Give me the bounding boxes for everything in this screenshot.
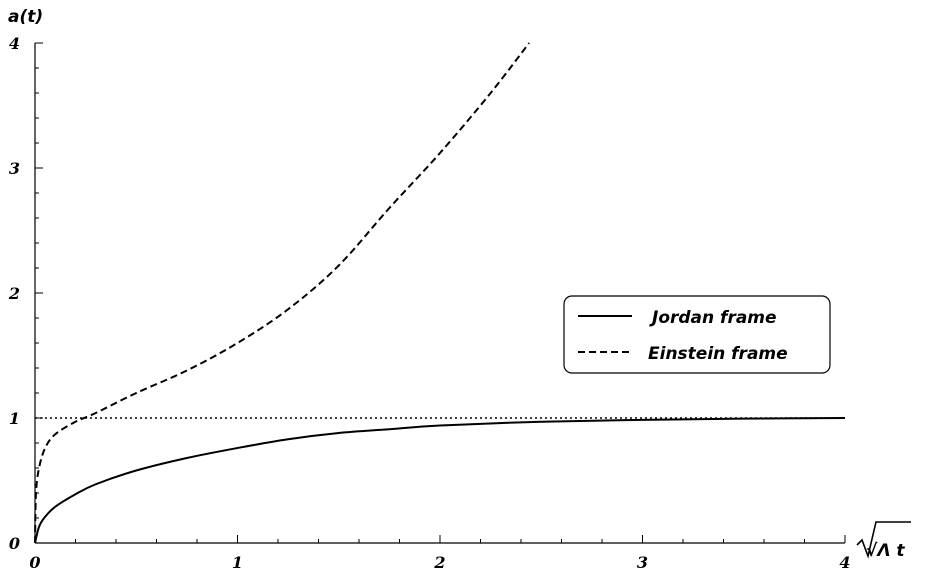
x-tick-label: 0	[29, 553, 40, 572]
y-tick-label: 4	[9, 34, 20, 53]
x-axis-title: √Λ t	[856, 521, 911, 561]
x-tick-label: 1	[232, 553, 243, 572]
legend: Jordan frame Einstein frame	[563, 295, 831, 374]
y-tick-label: 0	[9, 534, 20, 553]
axes: 0 1 2 3 4 0 1 2 3 4	[8, 34, 851, 572]
series-jordan-frame	[34, 417, 846, 544]
y-tick-label: 1	[9, 409, 20, 428]
series-layer	[34, 42, 846, 544]
x-tick-label: 4	[839, 553, 850, 572]
x-tick-label: 3	[637, 553, 648, 572]
x-tick-label: 2	[433, 553, 445, 572]
sqrt-symbol	[856, 521, 911, 559]
y-tick-label: 2	[8, 284, 20, 303]
x-axis-title-text: √Λ t	[866, 541, 905, 561]
y-tick-label: 3	[9, 159, 20, 178]
legend-label-jordan: Jordan frame	[649, 308, 777, 328]
series-einstein-frame	[34, 42, 530, 544]
legend-label-einstein: Einstein frame	[648, 344, 788, 364]
y-axis-title: a(t)	[8, 7, 43, 27]
